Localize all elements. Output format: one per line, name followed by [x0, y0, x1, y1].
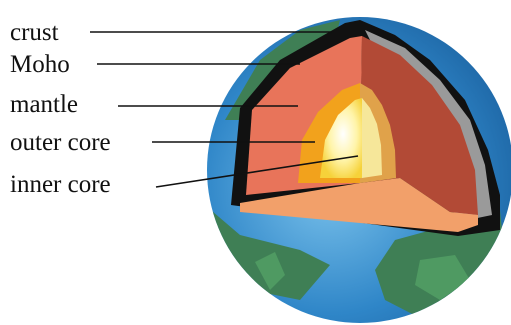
- label-outer-core: outer core: [10, 129, 111, 156]
- label-moho: Moho: [10, 51, 70, 78]
- inner-core-leader: [155, 155, 359, 188]
- label-inner-core: inner core: [10, 171, 111, 198]
- leader-lines: [90, 31, 359, 188]
- inner-core-layer: [320, 98, 362, 178]
- label-crust: crust: [10, 19, 59, 46]
- label-mantle: mantle: [10, 91, 79, 118]
- inner-core-side: [362, 98, 382, 178]
- mantle-floor: [240, 178, 478, 232]
